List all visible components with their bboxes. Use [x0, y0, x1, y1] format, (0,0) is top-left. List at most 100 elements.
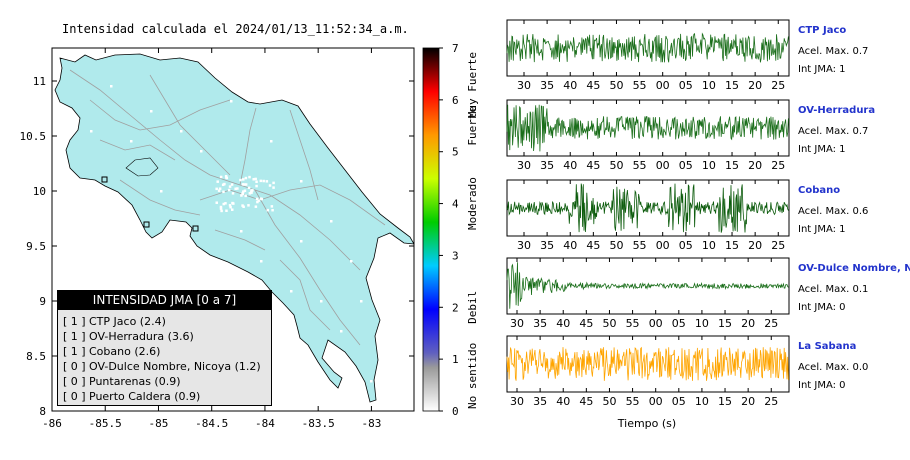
waveform-tick-label: 30 [517, 79, 531, 92]
waveform-tick-label: 00 [656, 159, 670, 172]
legend-item: [ 1 ] Cobano (2.6) [63, 345, 160, 358]
legend-item: [ 0 ] Puntarenas (0.9) [63, 375, 181, 388]
colorbar-category-label: Fuerte [466, 106, 479, 146]
waveform-tick-label: 05 [679, 239, 693, 252]
city-dot [228, 185, 232, 188]
city-dot [250, 191, 253, 194]
city-dot [240, 230, 243, 233]
map-x-tick-label: -85.5 [89, 417, 122, 430]
city-dot [225, 209, 228, 212]
waveform-tick-label: 40 [563, 159, 577, 172]
legend-item-label: Puntarenas (0.9) [89, 375, 181, 388]
city-dot [265, 180, 269, 183]
waveform-tick-label: 00 [649, 317, 663, 330]
city-dot [350, 260, 353, 263]
city-dot [231, 201, 234, 205]
map-y-axis: 11 10.5 10 9.5 9 8.5 8 [20, 75, 414, 418]
waveform-trace [506, 262, 789, 309]
city-dot [241, 183, 245, 186]
waveform-panel: 30 35 40 45 50 55 00 05 10 15 20 25 Cobano Acel. Max.… [506, 179, 868, 252]
city-dot [257, 199, 260, 202]
waveform-tick-label: 30 [517, 239, 531, 252]
waveform-tick-label: 45 [586, 159, 600, 172]
city-dot [110, 85, 113, 88]
city-dot [244, 176, 248, 180]
city-dot [300, 240, 303, 243]
map-x-tick-label: -83.5 [302, 417, 335, 430]
city-dot [230, 183, 234, 186]
city-dot [260, 260, 263, 263]
waveform-tick-label: 05 [679, 159, 693, 172]
waveform-tick-label: 15 [725, 159, 739, 172]
colorbar-tick-label: 6 [452, 94, 459, 107]
colorbar-tick-label: 1 [452, 353, 459, 366]
waveform-panel: 30 35 40 45 50 55 00 05 10 15 20 25 OV-Herradura Acel… [506, 99, 875, 172]
waveform-tick-label: 50 [609, 239, 623, 252]
city-dot [224, 175, 228, 178]
city-dot [248, 175, 251, 179]
city-dot [243, 183, 246, 186]
waveform-tick-label: 05 [679, 79, 693, 92]
city-dot [240, 194, 243, 197]
station-accel: Acel. Max. 0.7 [798, 46, 868, 57]
waveform-tick-label: 10 [702, 79, 716, 92]
waveform-tick-label: 35 [540, 239, 554, 252]
city-dot [255, 197, 259, 201]
waveform-panel: 30 35 40 45 50 55 00 05 10 15 20 25 OV-Dulce Nombre,… [506, 257, 910, 330]
map-x-tick-label: -84 [255, 417, 275, 430]
map-x-tick-label: -84.5 [195, 417, 228, 430]
map-y-tick-label: 8.5 [26, 350, 46, 363]
waveform-tick-label: 25 [764, 317, 778, 330]
city-dot [180, 130, 183, 133]
city-dot [218, 187, 222, 190]
city-dot [219, 175, 223, 179]
city-dot [248, 192, 252, 195]
waveform-trace [506, 32, 789, 63]
colorbar-tick-label: 3 [452, 249, 459, 262]
city-dot [236, 187, 239, 190]
city-dot [251, 189, 254, 192]
gulf-shore [125, 157, 159, 177]
city-dot [225, 176, 228, 179]
waveform-tick-label: 35 [533, 395, 547, 408]
city-dot [220, 209, 223, 213]
city-dot [222, 202, 226, 206]
station-marker [101, 176, 108, 183]
city-dot [223, 182, 226, 186]
legend-item-label: OV-Herradura (3.6) [89, 330, 194, 343]
waveform-tick-label: 25 [771, 239, 785, 252]
city-dot [255, 180, 258, 184]
city-dot [239, 178, 242, 182]
legend-item: [ 1 ] OV-Herradura (3.6) [63, 330, 194, 343]
waveform-tick-label: 00 [656, 239, 670, 252]
city-dot [360, 300, 363, 303]
map-y-tick-label: 8 [39, 405, 46, 418]
waveform-tick-label: 45 [586, 239, 600, 252]
city-dot [244, 194, 247, 198]
waveform-tick-label: 25 [764, 395, 778, 408]
city-dot [228, 204, 232, 207]
colorbar-tick-label: 2 [452, 301, 459, 314]
colorbar-category-label: No sentido [466, 343, 479, 409]
city-dot [290, 290, 293, 293]
city-dot [247, 204, 250, 207]
station-name: Cobano [798, 185, 840, 196]
waveform-tick-label: 00 [656, 79, 670, 92]
station-name: CTP Jaco [798, 25, 846, 36]
legend-item: [ 0 ] OV-Dulce Nombre, Nicoya (1.2) [63, 360, 261, 373]
waveform-tick-label: 05 [672, 317, 686, 330]
city-dot [256, 200, 259, 204]
waveform-tick-label: 55 [626, 317, 640, 330]
station-accel: Acel. Max. 0.1 [798, 284, 868, 295]
map-x-tick-label: -85 [149, 417, 169, 430]
station-intensity: Int JMA: 0 [798, 302, 846, 313]
waveform-tick-label: 50 [602, 395, 616, 408]
colorbar-category-label: Debil [466, 291, 479, 324]
waveform-tick-label: 50 [602, 317, 616, 330]
waveform-tick-label: 10 [695, 317, 709, 330]
city-dot [215, 201, 219, 204]
city-dot [215, 187, 218, 191]
legend-item-label: Puerto Caldera (0.9) [89, 390, 201, 403]
waveform-tick-label: 20 [741, 317, 755, 330]
waveform-trace [506, 346, 789, 381]
